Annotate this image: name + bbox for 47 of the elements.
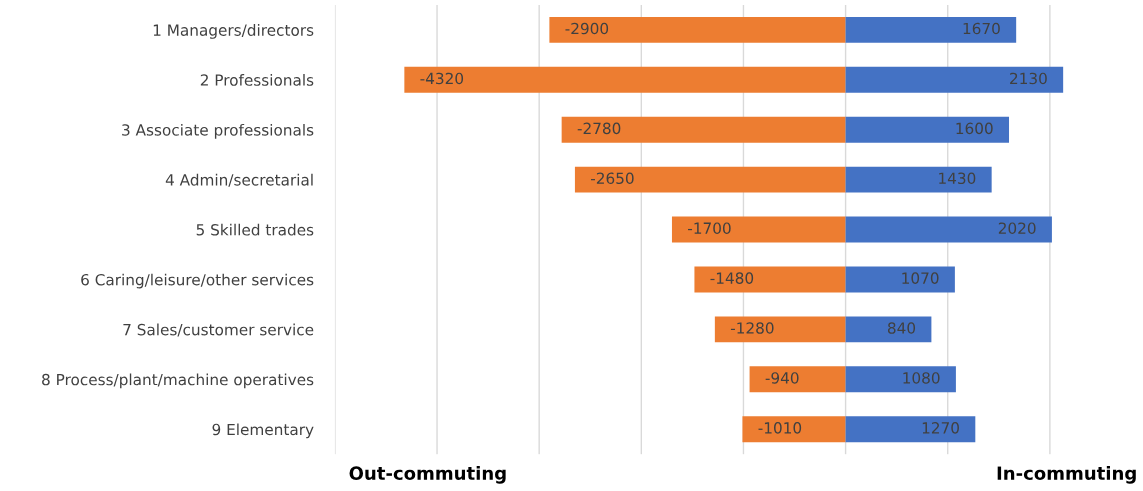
bar [845, 166, 992, 193]
bar [845, 266, 955, 293]
data-label: 1430 [939, 172, 976, 185]
data-label: 1270 [922, 422, 959, 434]
data-label: -2780 [577, 122, 621, 135]
bar [845, 16, 1017, 43]
data-label: -940 [765, 372, 799, 384]
bar [574, 166, 846, 193]
bar [845, 216, 1052, 243]
text: Out-commuting [349, 466, 506, 484]
bar [845, 316, 932, 343]
data-label: -1010 [758, 422, 802, 434]
bar [749, 366, 846, 393]
bar [549, 16, 846, 43]
bar [742, 416, 846, 443]
y-tick-label: 7 Sales/customer service [123, 323, 314, 337]
bar [404, 66, 846, 93]
data-label: 1600 [956, 122, 993, 135]
data-label: 2130 [1010, 72, 1047, 85]
y-tick-label: 1 Managers/directors [153, 24, 314, 39]
data-label: 1080 [903, 372, 940, 384]
bar [694, 266, 846, 293]
data-label: 1070 [902, 272, 939, 284]
data-label: -4320 [420, 72, 464, 85]
bar [714, 316, 846, 343]
y-tick-label: 8 Process/plant/machine operatives [42, 373, 314, 389]
bar [561, 116, 846, 143]
bar [845, 66, 1064, 93]
bar [845, 116, 1010, 143]
y-tick-label: 5 Skilled trades [196, 223, 314, 236]
data-label: 840 [887, 322, 916, 334]
data-label: -1700 [688, 222, 731, 234]
data-label: -2900 [565, 22, 609, 35]
y-tick-label: 3 Associate professionals [122, 123, 314, 139]
data-label: -1280 [730, 322, 774, 334]
bar [671, 216, 846, 243]
bar [845, 366, 956, 393]
y-tick-label: 2 Professionals [200, 73, 314, 86]
y-tick-label: 4 Admin/secretarial [165, 173, 313, 187]
y-tick-label: 6 Caring/leisure/other services [81, 273, 314, 289]
data-label: -1480 [710, 272, 754, 284]
text: In-commuting [997, 466, 1136, 484]
data-label: 1670 [963, 22, 1000, 35]
y-tick-label: 9 Elementary [212, 423, 314, 439]
bar [845, 416, 976, 443]
data-label: -2650 [590, 172, 634, 185]
data-label: 2020 [998, 222, 1036, 234]
